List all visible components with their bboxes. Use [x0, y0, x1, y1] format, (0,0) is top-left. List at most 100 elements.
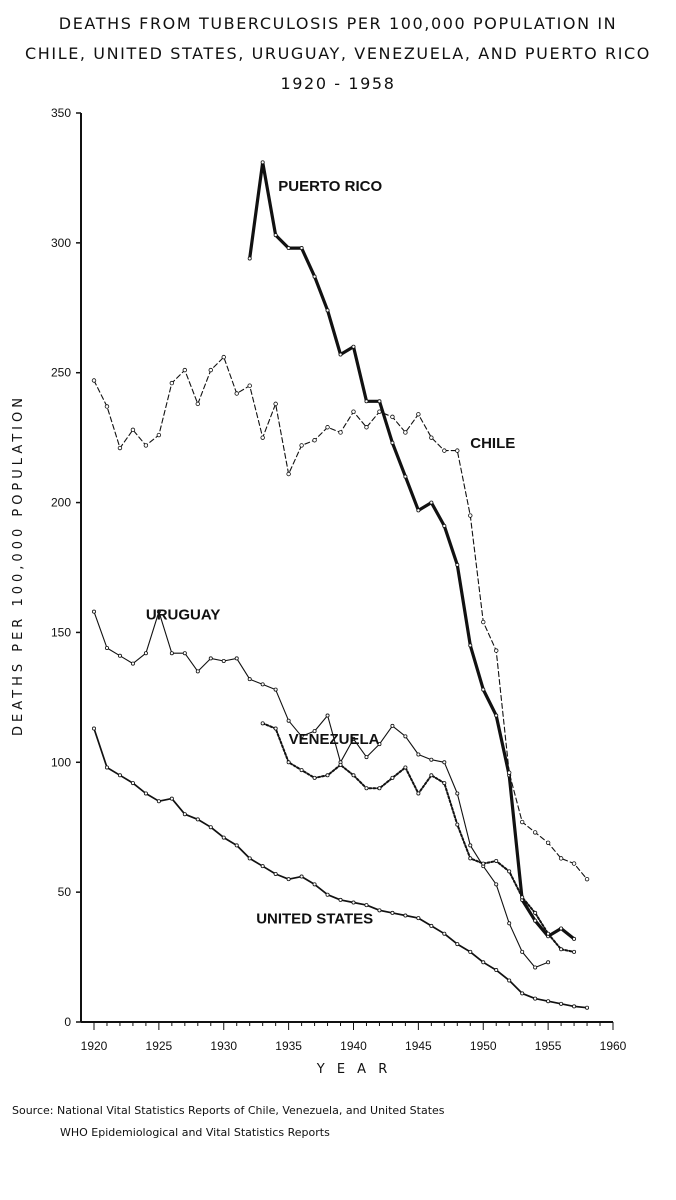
- data-point-puerto-rico: [533, 918, 538, 923]
- data-point-united-states: [299, 874, 304, 879]
- data-point-united-states: [143, 791, 148, 796]
- data-point-chile: [130, 427, 136, 433]
- data-point-venezuela: [507, 869, 512, 874]
- data-point-chile: [91, 378, 97, 383]
- data-point-venezuela: [377, 786, 382, 791]
- data-point-venezuela: [520, 895, 525, 900]
- data-point-chile: [156, 432, 162, 438]
- data-point-chile: [519, 819, 525, 825]
- data-point-chile: [208, 367, 213, 373]
- data-point-venezuela: [325, 773, 330, 778]
- data-point-uruguay: [468, 843, 473, 848]
- chart-title-line-3: 1920 - 1958: [280, 74, 396, 93]
- data-point-uruguay: [143, 651, 148, 656]
- data-point-united-states: [234, 843, 239, 848]
- data-point-uruguay: [377, 742, 382, 747]
- data-point-chile: [351, 409, 356, 414]
- data-point-venezuela: [338, 762, 343, 767]
- data-point-chile: [338, 430, 343, 435]
- data-point-uruguay: [520, 949, 525, 954]
- data-point-uruguay: [299, 734, 304, 739]
- data-point-chile: [312, 438, 317, 443]
- data-point-chile: [429, 435, 434, 440]
- data-point-chile: [182, 367, 188, 373]
- data-point-united-states: [546, 999, 551, 1004]
- chart-title-line-1: DEATHS FROM TUBERCULOSIS PER 100,000 POP…: [58, 14, 618, 33]
- data-point-united-states: [104, 765, 109, 770]
- data-point-united-states: [533, 996, 538, 1001]
- data-point-united-states: [429, 923, 434, 928]
- data-point-puerto-rico: [364, 399, 369, 404]
- data-point-chile: [299, 443, 304, 448]
- data-point-puerto-rico: [338, 352, 343, 357]
- series-line-united-states: [93, 727, 588, 1009]
- data-point-puerto-rico: [403, 474, 408, 479]
- data-point-united-states: [92, 726, 97, 731]
- data-point-venezuela: [468, 856, 473, 861]
- series-labels: PUERTO RICO CHILE URUGUAY VENEZUELA UNITED S…: [146, 178, 515, 927]
- data-point-uruguay: [260, 682, 265, 687]
- data-point-chile: [390, 414, 395, 420]
- data-point-puerto-rico: [286, 246, 291, 251]
- data-point-puerto-rico: [260, 160, 265, 165]
- data-point-chile: [247, 383, 252, 388]
- x-tick-label: 1925: [146, 1039, 173, 1053]
- data-point-venezuela: [312, 775, 317, 780]
- data-point-united-states: [221, 835, 226, 840]
- data-point-uruguay: [507, 921, 512, 926]
- data-point-united-states: [572, 1004, 577, 1009]
- data-point-united-states: [156, 799, 161, 804]
- data-point-venezuela: [299, 768, 304, 773]
- x-tick-label: 1945: [405, 1039, 432, 1053]
- y-tick-label: 150: [51, 625, 71, 639]
- data-point-united-states: [559, 1001, 564, 1006]
- data-point-puerto-rico: [312, 274, 317, 279]
- data-point-united-states: [390, 910, 395, 915]
- data-point-puerto-rico: [468, 643, 473, 648]
- data-point-chile: [325, 425, 330, 430]
- data-point-uruguay: [351, 736, 356, 741]
- data-point-uruguay: [195, 669, 200, 674]
- data-point-uruguay: [494, 882, 499, 887]
- data-point-venezuela: [403, 765, 408, 770]
- data-point-united-states: [260, 864, 265, 869]
- data-point-uruguay: [390, 723, 395, 728]
- data-point-uruguay: [416, 752, 421, 757]
- source-note-line-2: WHO Epidemiological and Vital Statistics…: [60, 1126, 330, 1139]
- data-point-united-states: [117, 773, 122, 778]
- data-point-puerto-rico: [299, 246, 304, 251]
- data-point-venezuela: [455, 822, 460, 827]
- data-point-uruguay: [182, 651, 187, 656]
- y-tick-label: 0: [64, 1015, 71, 1029]
- data-point-venezuela: [559, 947, 564, 952]
- data-point-puerto-rico: [572, 936, 577, 941]
- data-point-chile: [273, 401, 278, 407]
- data-point-uruguay: [92, 609, 97, 614]
- data-point-united-states: [247, 856, 252, 861]
- data-point-uruguay: [169, 651, 174, 656]
- y-tick-label: 50: [58, 885, 72, 899]
- data-point-uruguay: [325, 713, 330, 718]
- data-point-puerto-rico: [377, 399, 382, 404]
- x-tick-label: 1935: [275, 1039, 302, 1053]
- x-tick-label: 1930: [210, 1039, 237, 1053]
- data-point-united-states: [403, 913, 408, 918]
- x-tick-label: 1950: [470, 1039, 497, 1053]
- chart: 0 50 100 150 200 250 300 350 1920 1925 1930 1935 194…: [11, 106, 627, 1077]
- data-point-uruguay: [104, 646, 109, 651]
- data-point-united-states: [442, 931, 447, 936]
- y-tick-label: 250: [51, 366, 71, 380]
- data-point-chile: [364, 425, 369, 430]
- data-point-venezuela: [533, 910, 538, 915]
- data-point-uruguay: [247, 677, 252, 682]
- data-point-puerto-rico: [247, 256, 252, 261]
- data-point-uruguay: [221, 658, 226, 663]
- data-point-uruguay: [117, 653, 122, 658]
- y-tick-label: 200: [51, 496, 71, 510]
- data-point-chile: [195, 401, 200, 407]
- data-point-uruguay: [273, 687, 278, 692]
- data-point-chile: [481, 619, 486, 625]
- data-point-venezuela: [390, 775, 395, 780]
- data-point-venezuela: [572, 949, 577, 954]
- data-point-chile: [286, 471, 291, 477]
